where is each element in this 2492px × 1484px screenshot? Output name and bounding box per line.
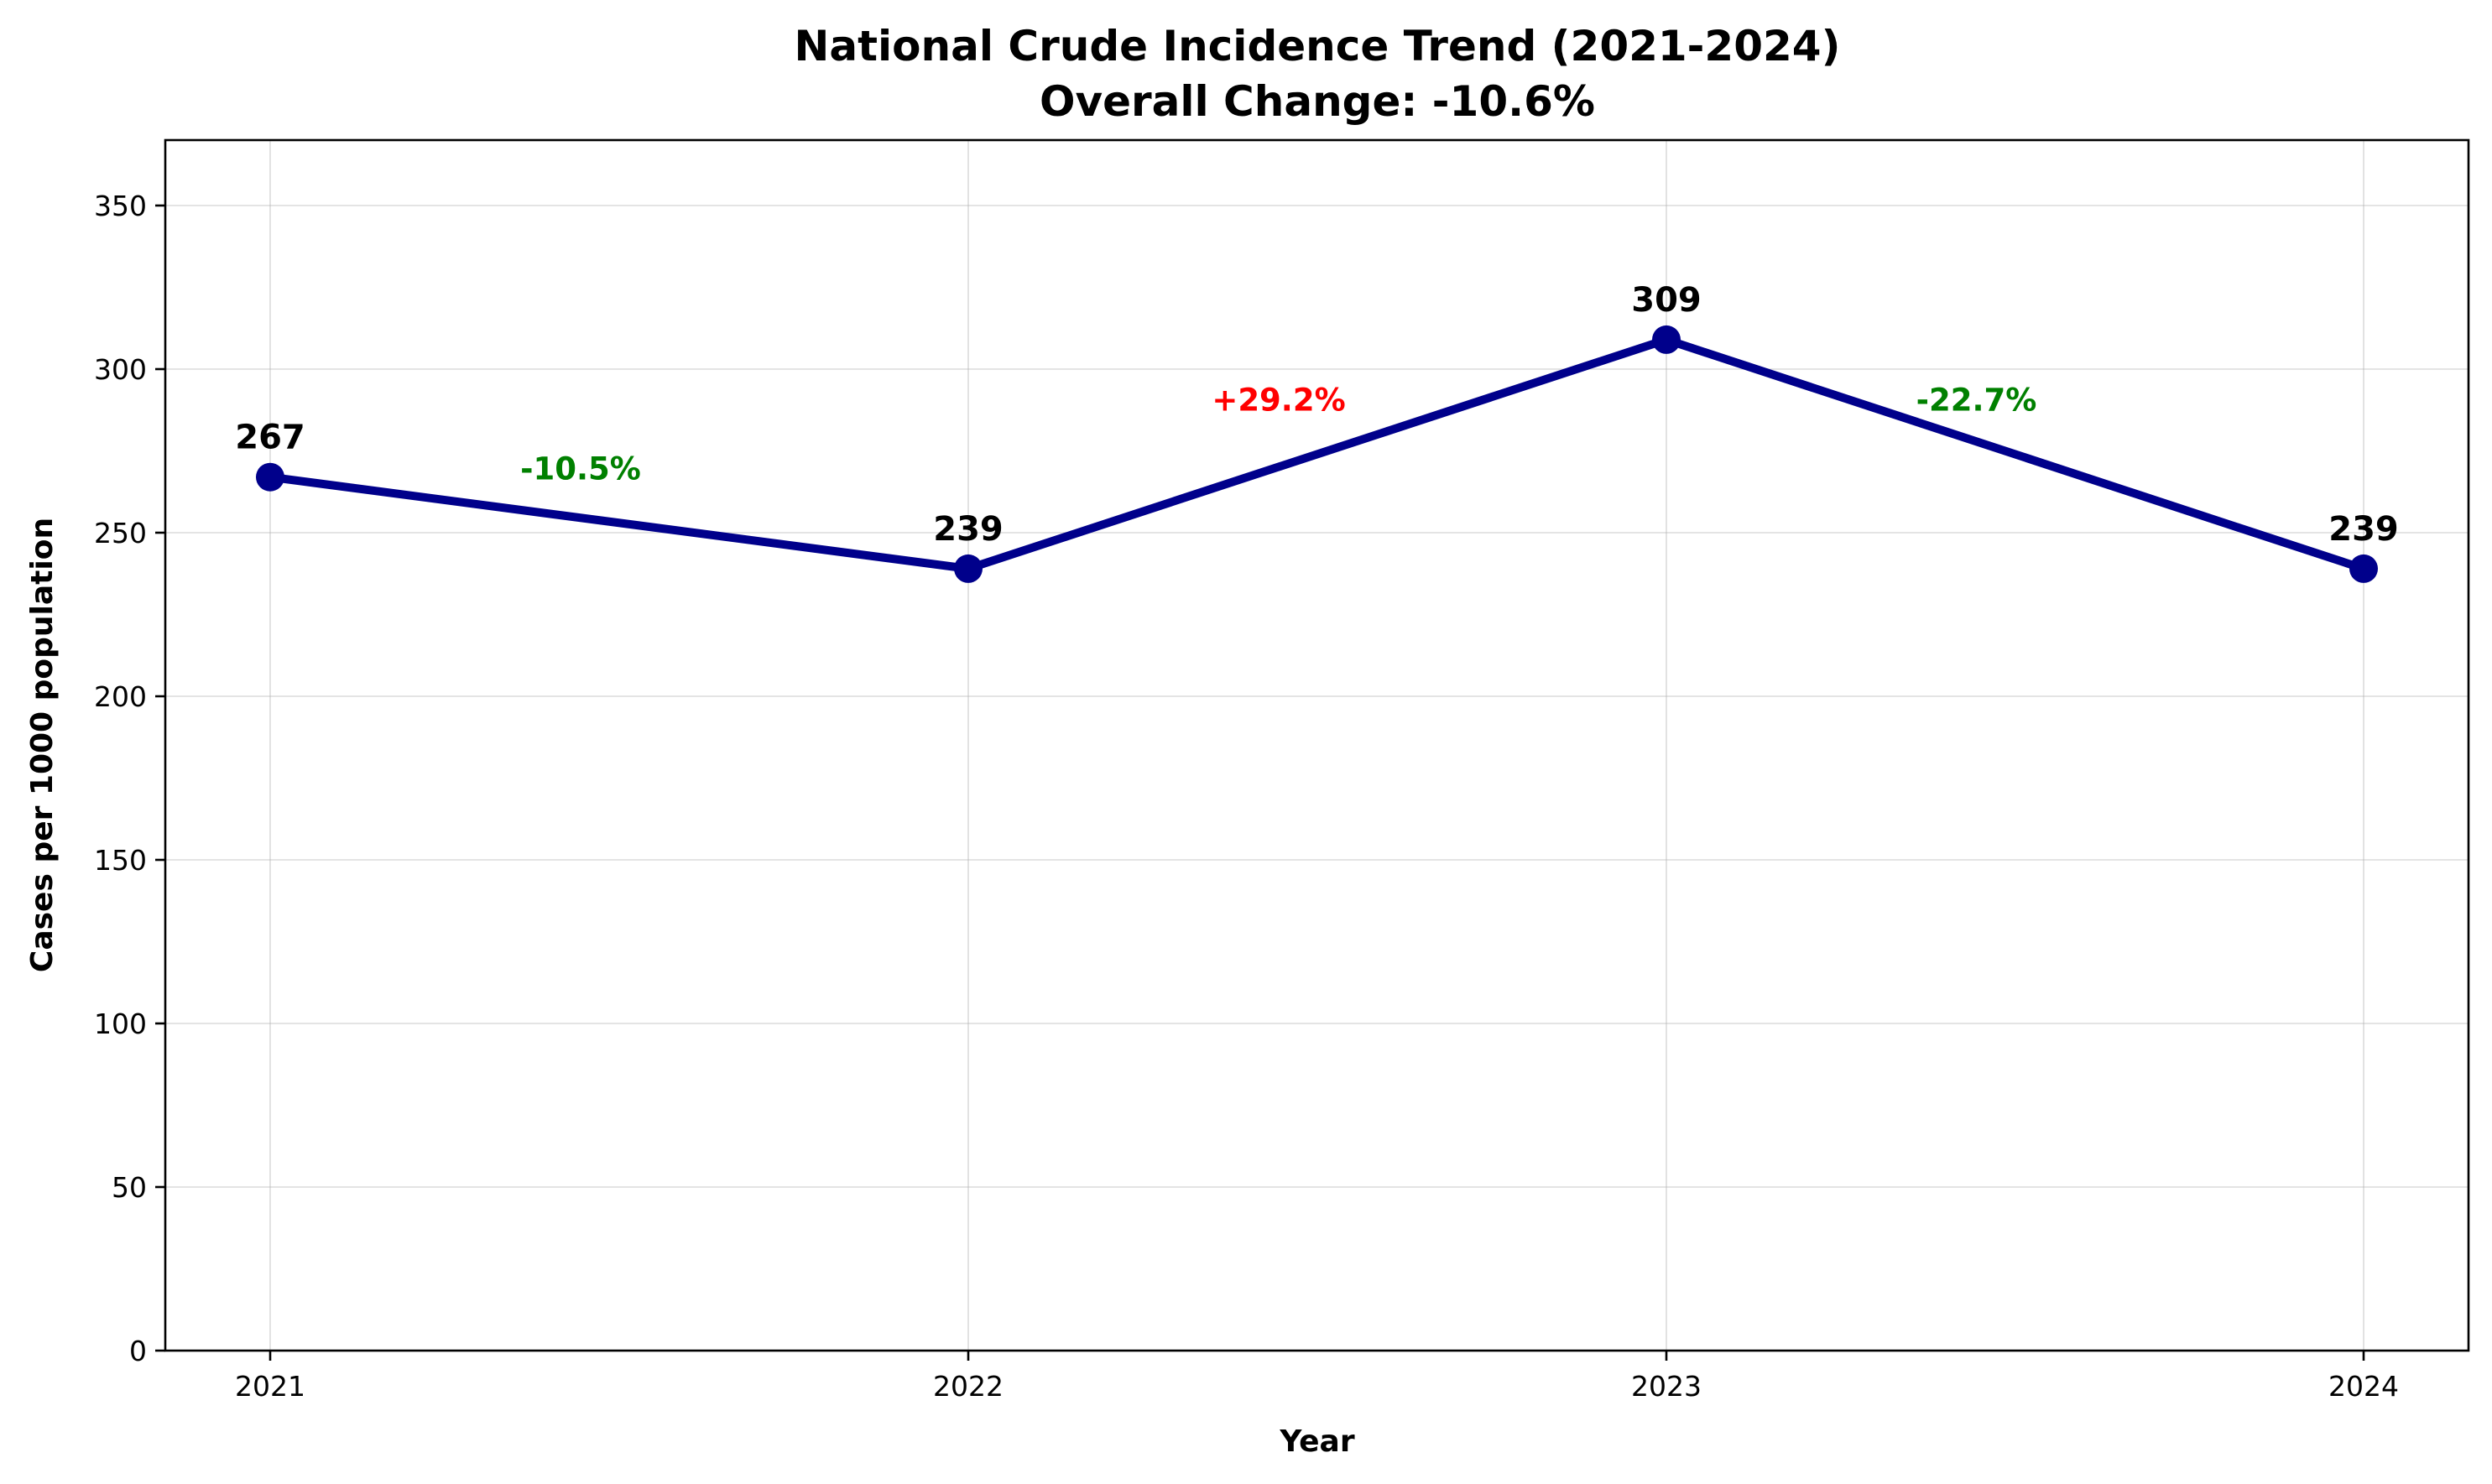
data-point: [1652, 325, 1681, 354]
change-label: -22.7%: [1916, 382, 2037, 418]
change-label: -10.5%: [520, 450, 641, 487]
grid: [165, 140, 2469, 1351]
value-label: 239: [2328, 510, 2399, 549]
x-axis-label: Year: [1279, 1424, 1354, 1459]
y-tick-label: 350: [94, 190, 147, 222]
y-tick-label: 300: [94, 353, 147, 386]
y-tick-label: 150: [94, 844, 147, 877]
value-label: 239: [933, 510, 1004, 549]
data-point: [2349, 554, 2378, 583]
chart-title-line1: National Crude Incidence Trend (2021-202…: [795, 22, 1841, 70]
data-labels: 267 239 309 239: [235, 281, 2399, 549]
y-tick-label: 100: [94, 1008, 147, 1040]
change-labels: -10.5% +29.2% -22.7%: [520, 382, 2036, 487]
data-point: [256, 462, 284, 492]
y-axis: 0 50 100 150 200 250 300 350: [94, 190, 165, 1367]
y-tick-label: 250: [94, 517, 147, 549]
y-tick-label: 200: [94, 680, 147, 713]
y-axis-label: Cases per 1000 population: [25, 518, 60, 972]
x-axis: 2021 2022 2023 2024: [235, 1351, 2399, 1403]
x-tick-label: 2022: [933, 1370, 1004, 1403]
x-tick-label: 2021: [235, 1370, 305, 1403]
value-label: 309: [1631, 281, 1702, 320]
y-tick-label: 50: [112, 1171, 147, 1204]
value-label: 267: [235, 419, 305, 457]
plot-frame: [164, 138, 2470, 1352]
chart-title-line2: Overall Change: -10.6%: [1040, 77, 1595, 126]
y-tick-label: 0: [129, 1335, 147, 1367]
series-line: [266, 335, 2368, 573]
x-tick-label: 2023: [1631, 1370, 1702, 1403]
series: [256, 325, 2378, 583]
data-point: [954, 554, 983, 583]
change-label: +29.2%: [1212, 382, 1345, 418]
x-tick-label: 2024: [2328, 1370, 2399, 1403]
